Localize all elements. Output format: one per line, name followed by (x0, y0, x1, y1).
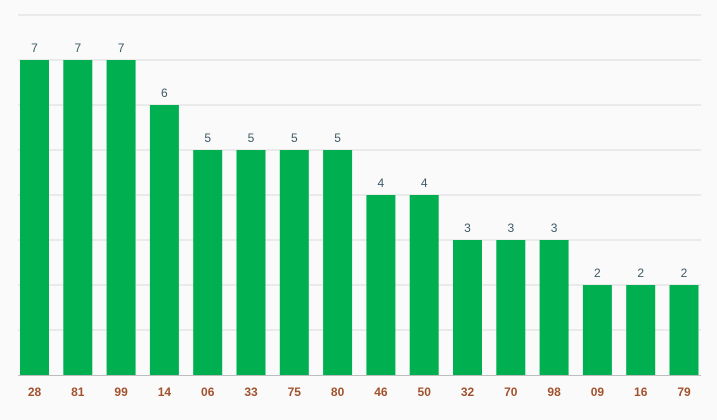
value-label-14: 6 (161, 86, 168, 100)
value-label-09: 2 (594, 266, 601, 280)
value-label-16: 2 (637, 266, 644, 280)
bar-14 (149, 105, 179, 375)
bar-50 (409, 195, 439, 375)
value-labels: 7 7 7 6 5 5 5 5 4 4 3 3 3 2 2 2 (31, 41, 688, 280)
x-tick-label-06: 06 (201, 385, 215, 399)
x-tick-label-81: 81 (71, 385, 85, 399)
x-tick-label-33: 33 (244, 385, 258, 399)
x-tick-label-28: 28 (28, 385, 42, 399)
value-label-81: 7 (74, 41, 81, 55)
value-label-50: 4 (421, 176, 428, 190)
x-tick-label-99: 99 (114, 385, 128, 399)
x-tick-label-09: 09 (591, 385, 605, 399)
x-tick-label-75: 75 (288, 385, 302, 399)
x-tick-label-16: 16 (634, 385, 648, 399)
value-label-98: 3 (551, 221, 558, 235)
value-label-75: 5 (291, 131, 298, 145)
x-tick-labels: 28 81 99 14 06 33 75 80 46 50 32 70 98 09 16 79 (28, 385, 691, 399)
x-tick-label-50: 50 (418, 385, 432, 399)
bar-28 (20, 60, 49, 375)
bar-09 (582, 285, 612, 375)
bar-81 (63, 60, 93, 375)
bars (20, 60, 699, 375)
x-tick-label-80: 80 (331, 385, 345, 399)
bar-46 (366, 195, 396, 375)
value-label-46: 4 (378, 176, 385, 190)
x-tick-label-46: 46 (374, 385, 388, 399)
value-label-80: 5 (334, 131, 341, 145)
bar-99 (106, 60, 136, 375)
x-tick-label-98: 98 (547, 385, 561, 399)
value-label-28: 7 (31, 41, 38, 55)
value-label-32: 3 (464, 221, 471, 235)
bar-33 (236, 150, 266, 375)
bar-79 (669, 285, 699, 375)
x-tick-label-70: 70 (504, 385, 518, 399)
bar-70 (496, 240, 526, 375)
value-label-70: 3 (507, 221, 514, 235)
x-tick-label-14: 14 (158, 385, 172, 399)
x-tick-label-32: 32 (461, 385, 475, 399)
bar-98 (539, 240, 569, 375)
value-label-79: 2 (681, 266, 688, 280)
value-label-99: 7 (118, 41, 125, 55)
bar-06 (193, 150, 223, 375)
bar-32 (453, 240, 482, 375)
bar-16 (626, 285, 656, 375)
value-label-33: 5 (248, 131, 255, 145)
bar-80 (323, 150, 353, 375)
x-tick-label-79: 79 (677, 385, 691, 399)
value-label-06: 5 (204, 131, 211, 145)
bar-75 (279, 150, 309, 375)
